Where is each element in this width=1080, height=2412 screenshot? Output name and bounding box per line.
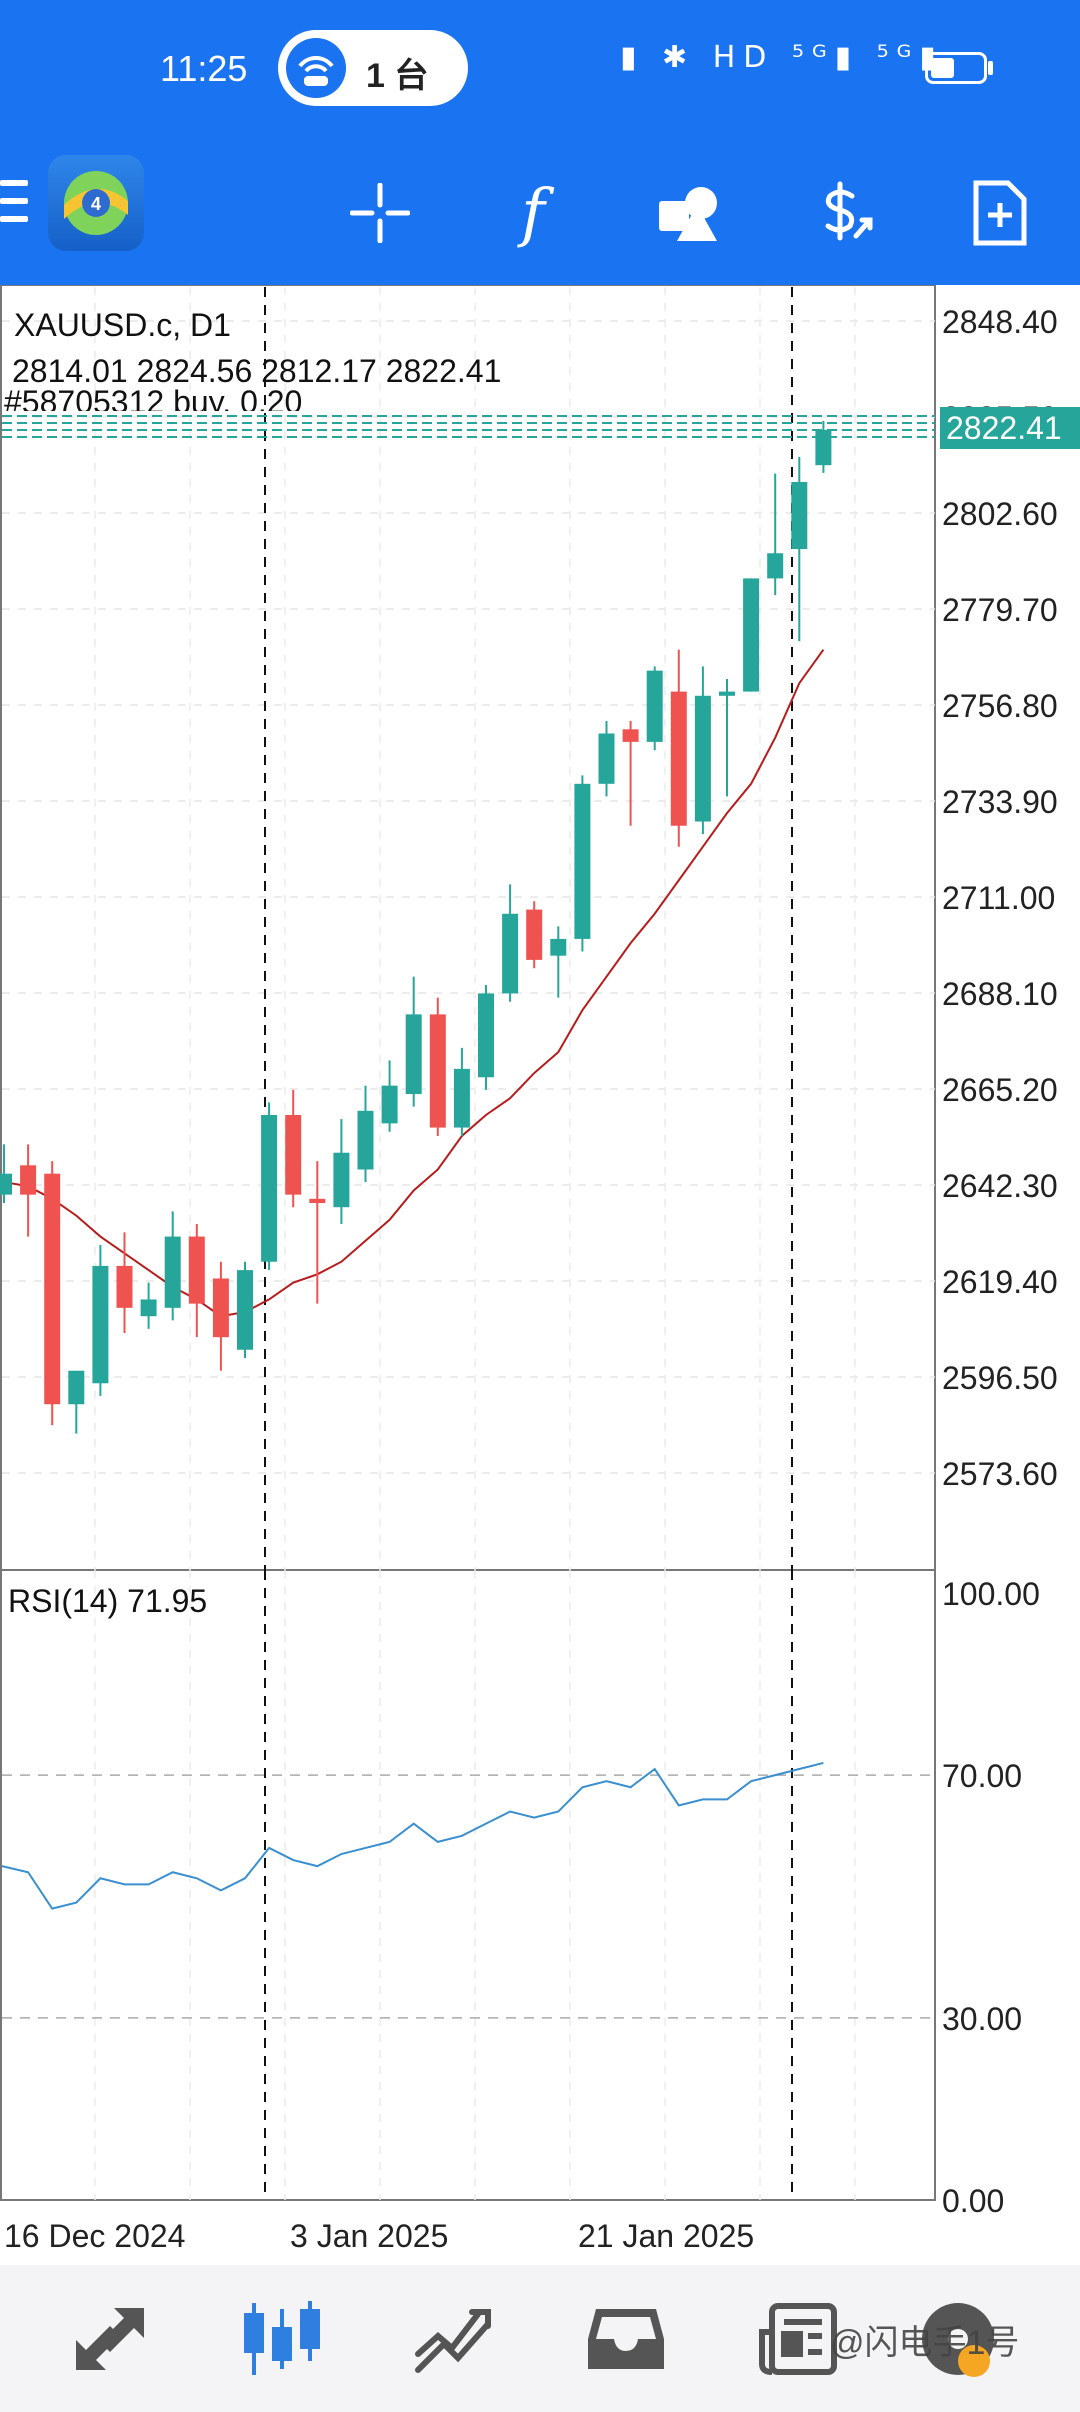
price-tick-label: 2711.00 — [942, 880, 1055, 916]
candle-bear — [622, 729, 639, 742]
rsi-tick-label: 70.00 — [942, 1758, 1022, 1794]
candle-bull — [261, 1114, 278, 1262]
menu-icon[interactable] — [0, 180, 28, 240]
candle-bear — [116, 1265, 133, 1308]
price-tick-label: 2688.10 — [942, 976, 1058, 1012]
price-tick-label: 2779.70 — [942, 592, 1058, 628]
candle-bull — [767, 553, 784, 579]
candle-bull — [815, 429, 832, 466]
hotspot-label: 1 台 — [366, 57, 429, 95]
date-label: 21 Jan 2025 — [578, 2218, 754, 2254]
candle-bull — [0, 1173, 12, 1195]
candle-bull — [453, 1068, 470, 1128]
bottom-nav: @闪电手1号 — [0, 2265, 1080, 2412]
trade-icon[interactable] — [384, 2265, 524, 2412]
candle-bear — [309, 1198, 326, 1204]
candle-bull — [743, 578, 760, 692]
order-label: #58705312 buy, 0.20 — [4, 385, 303, 411]
ohlc-label: 2814.01 2824.56 2812.17 2822.41 — [12, 353, 502, 389]
candle-bull — [92, 1265, 109, 1384]
rsi-line — [1, 1761, 824, 1910]
candle-bear — [429, 1014, 446, 1128]
symbol-label: XAUUSD.c, D1 — [14, 307, 231, 343]
candle-bull — [574, 783, 591, 939]
quotes-icon[interactable] — [40, 2265, 180, 2412]
new-order-icon[interactable] — [955, 140, 1045, 285]
battery-icon — [925, 52, 987, 84]
candle-bull — [694, 695, 711, 822]
price-tick-label: 2665.20 — [942, 1072, 1058, 1108]
hotspot-pill[interactable]: 1 台 — [278, 30, 468, 106]
candle-bear — [20, 1165, 37, 1195]
battery-tip — [988, 61, 993, 75]
news-icon[interactable] — [728, 2265, 868, 2412]
watermark: @闪电手1号 — [830, 2324, 1020, 2362]
candle-bull — [502, 913, 519, 994]
price-tick-label: 2596.50 — [942, 1360, 1058, 1396]
candle-bull — [140, 1299, 157, 1317]
candle-bull — [405, 1014, 422, 1095]
trade-dollar-icon[interactable] — [800, 140, 890, 285]
candle-bear — [44, 1173, 61, 1405]
candle-bull — [381, 1085, 398, 1124]
date-label: 16 Dec 2024 — [4, 2218, 185, 2254]
candle-bull — [598, 733, 615, 784]
candle-bear — [212, 1278, 229, 1338]
rsi-tick-label: 0.00 — [942, 2183, 1004, 2219]
candle-bull — [333, 1152, 350, 1208]
candle-bull — [791, 481, 808, 550]
rsi-pane-frame — [0, 1569, 936, 2201]
current-price-tag: 2822.41 — [940, 407, 1080, 449]
status-bar: 11:25 1 台 ▮ ✱ HD ⁵ᴳ▮ ⁵ᴳ▮ — [0, 0, 1080, 140]
history-icon[interactable] — [556, 2265, 696, 2412]
price-tick-label: 2848.40 — [942, 304, 1058, 340]
indicator-f-icon[interactable]: f — [521, 175, 545, 250]
rsi-label: RSI(14) 71.95 — [8, 1583, 208, 1619]
price-tick-label: 2573.60 — [942, 1456, 1058, 1492]
candle-bull — [719, 691, 735, 696]
candle-bull — [237, 1270, 253, 1350]
date-label: 3 Jan 2025 — [290, 2218, 448, 2254]
moving-average-line — [3, 649, 825, 1318]
status-time: 11:25 — [160, 48, 248, 89]
price-tick-label: 2733.90 — [942, 784, 1058, 820]
grid-lines — [0, 284, 936, 2201]
candle-bull — [357, 1110, 374, 1170]
svg-text:4: 4 — [91, 194, 101, 214]
candle-bull — [68, 1370, 85, 1405]
price-tick-label: 2642.30 — [942, 1168, 1058, 1204]
crosshair-icon[interactable] — [335, 140, 425, 285]
candle-bear — [670, 691, 687, 826]
chart-area[interactable]: 2848.402825.502802.602779.702756.802733.… — [0, 284, 1080, 2255]
price-tick-label: 2619.40 — [942, 1264, 1058, 1300]
messages-icon[interactable] — [888, 2265, 1028, 2412]
candle-bear — [526, 909, 543, 960]
price-tick-label: 2756.80 — [942, 688, 1058, 724]
candle-bull — [646, 670, 663, 742]
app-logo[interactable]: 4 — [48, 155, 144, 251]
chart-icon[interactable] — [212, 2265, 352, 2412]
chart-toolbar: 4 f — [0, 140, 1080, 285]
objects-icon[interactable] — [645, 140, 735, 285]
rsi-tick-label: 30.00 — [942, 2001, 1022, 2037]
candle-bull — [550, 938, 567, 956]
rsi-tick-label: 100.00 — [942, 1576, 1040, 1612]
candle-bear — [188, 1236, 205, 1304]
candle-bull — [478, 993, 494, 1078]
price-tick-label: 2802.60 — [942, 496, 1058, 532]
candle-bull — [164, 1236, 181, 1308]
status-icons: ▮ ✱ HD ⁵ᴳ▮ ⁵ᴳ▮ — [620, 40, 944, 75]
hotspot-icon — [286, 38, 346, 98]
candle-bear — [285, 1114, 302, 1195]
price-chart[interactable]: 2848.402825.502802.602779.702756.802733.… — [0, 284, 1080, 2255]
